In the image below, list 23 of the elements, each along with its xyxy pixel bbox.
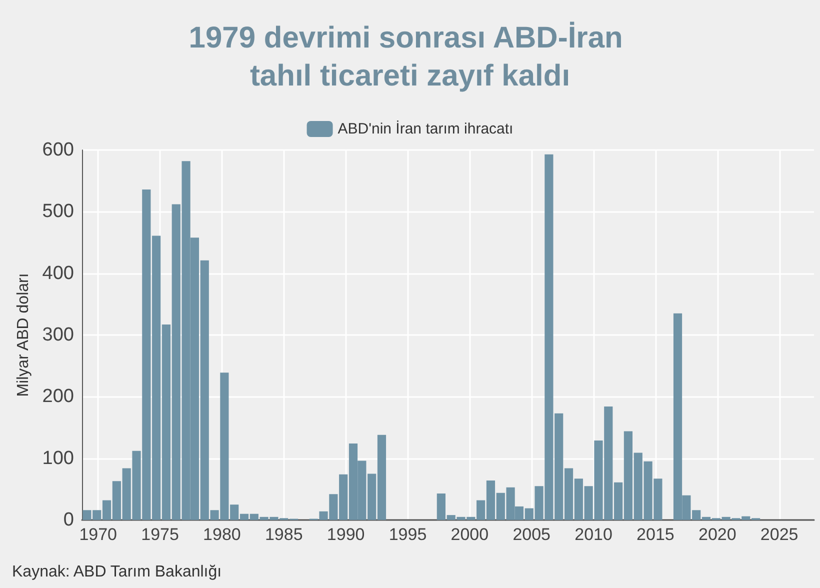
chart-title: 1979 devrimi sonrası ABD-İran tahıl ticareti zayıf kaldı [188,22,632,92]
y-tick-label: 500 [42,201,74,222]
x-tick-label: 2005 [512,525,551,544]
y-tick-label: 100 [42,448,74,469]
y-tick-label: 300 [42,324,74,346]
y-tick-label: 400 [42,262,74,284]
x-tick-label: 2000 [450,525,489,544]
y-axis-title: Milyar ABD doları [14,273,32,397]
x-tick-label: 1970 [79,525,118,544]
y-tick-label: 0 [63,510,74,530]
y-tick-label: 600 [42,140,74,160]
x-tick-label: 1975 [141,525,179,544]
x-tick-label: 1980 [203,525,241,544]
x-tick-label: 1995 [388,525,427,544]
x-tick-label: 2025 [760,525,798,544]
text: Kaynak: ABD Tarım Bakanlığı [12,564,222,580]
x-tick-label: 2020 [698,525,736,544]
y-tick-label: 200 [42,386,74,408]
legend-label: ABD'nin İran tarım ihracatı [338,120,514,138]
x-tick-label: 1985 [264,525,303,544]
x-tick-label: 1990 [326,525,365,544]
x-tick-label: 2015 [636,525,674,544]
x-tick-label: 2010 [574,525,612,544]
